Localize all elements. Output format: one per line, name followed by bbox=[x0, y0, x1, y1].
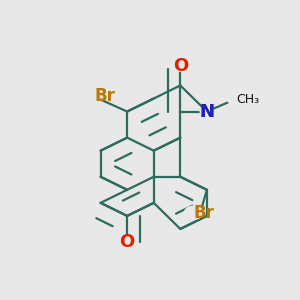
Ellipse shape bbox=[184, 206, 203, 219]
Text: Br: Br bbox=[194, 204, 214, 222]
Text: CH₃: CH₃ bbox=[236, 92, 259, 106]
Text: N: N bbox=[200, 103, 214, 121]
Ellipse shape bbox=[227, 94, 245, 104]
Ellipse shape bbox=[174, 61, 187, 71]
Ellipse shape bbox=[121, 237, 134, 247]
Text: N: N bbox=[200, 103, 214, 121]
Ellipse shape bbox=[200, 106, 214, 117]
Ellipse shape bbox=[201, 106, 213, 117]
Text: O: O bbox=[173, 57, 188, 75]
Ellipse shape bbox=[106, 90, 125, 103]
Text: O: O bbox=[120, 233, 135, 251]
Text: Br: Br bbox=[95, 87, 116, 105]
